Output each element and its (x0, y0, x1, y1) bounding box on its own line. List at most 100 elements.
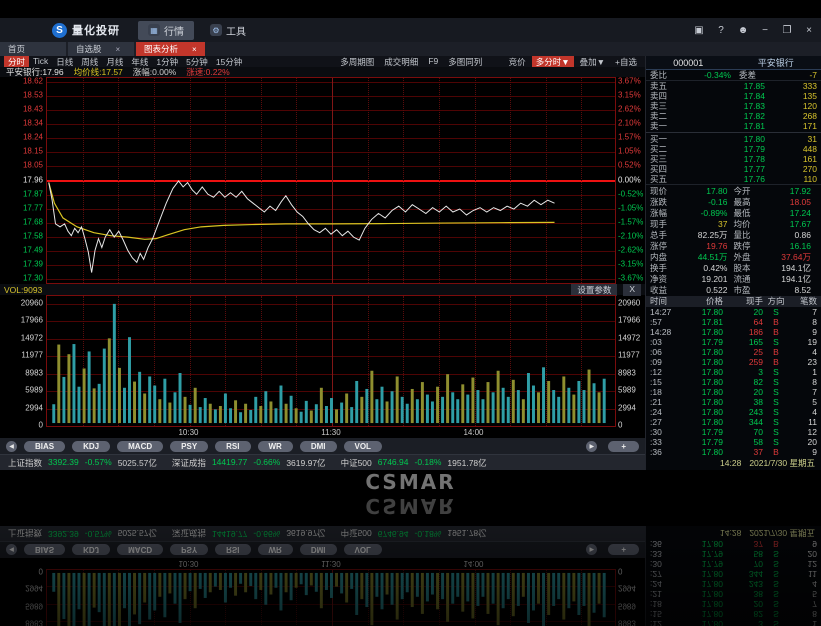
transaction-row[interactable]: :15 17.80 82 S 8 (650, 376, 817, 387)
bid-row[interactable]: 买一 17.80 31 (650, 133, 817, 144)
ask-row[interactable]: 卖一 17.81 171 (650, 121, 817, 132)
transaction-row[interactable]: :21 17.80 38 S 5 (650, 396, 817, 407)
average-price-line (48, 182, 555, 240)
tab-close-icon[interactable]: × (115, 44, 121, 54)
index-上证指数[interactable]: 上证指数 3392.39 -0.57% 5025.57亿 (8, 456, 157, 468)
link-多图同列[interactable]: 多图同列 (448, 56, 483, 67)
menu-item-行情[interactable]: ▦ 行情 (138, 20, 194, 40)
link-多周期图[interactable]: 多周期图 (340, 56, 375, 67)
scroll-left-icon[interactable]: ◀ (6, 440, 17, 452)
tab-bar: 首页 自选股 × 图表分析 × (0, 42, 821, 56)
transaction-row[interactable]: :36 17.80 37 B 9 (650, 446, 817, 457)
period-周线[interactable]: 周线 (81, 56, 99, 67)
price-tick: 17.87 (22, 189, 43, 199)
transaction-row[interactable]: :57 17.81 64 B 8 (650, 316, 817, 327)
transaction-row[interactable]: :24 17.80 243 S 4 (650, 406, 817, 417)
ask-row[interactable]: 卖五 17.85 333 (650, 81, 817, 92)
volume-bar (547, 380, 551, 424)
indicator-dmi[interactable]: DMI (299, 440, 337, 452)
volume-bar (466, 394, 470, 424)
indicator-kdj[interactable]: KDJ (72, 440, 111, 452)
bid-row[interactable]: 买三 17.78 161 (650, 153, 817, 164)
transaction-row[interactable]: :03 17.79 165 S 19 (650, 336, 817, 347)
tab-首页[interactable]: 首页 (0, 42, 66, 56)
transaction-row[interactable]: 14:27 17.80 20 S 7 (650, 306, 817, 317)
period-日线[interactable]: 日线 (56, 56, 74, 67)
indicator-wr[interactable]: WR (257, 440, 293, 452)
restore-icon[interactable]: ❐ (782, 24, 792, 36)
h-gridline (47, 304, 615, 305)
close-icon[interactable]: × (806, 24, 812, 36)
period-15分钟[interactable]: 15分钟 (215, 56, 243, 67)
add-indicator-button[interactable]: + (608, 440, 639, 452)
period-1分钟[interactable]: 1分钟 (156, 56, 179, 67)
volume-plot[interactable] (46, 295, 616, 427)
ask-row[interactable]: 卖四 17.84 135 (650, 91, 817, 102)
transaction-row[interactable]: :27 17.80 344 S 11 (650, 416, 817, 427)
bid-row[interactable]: 买四 17.77 270 (650, 163, 817, 174)
multi-minute-dropdown[interactable]: 多分时▼ (531, 55, 574, 68)
transaction-row[interactable]: :30 17.79 70 S 12 (650, 426, 817, 437)
tab-close-icon[interactable]: × (192, 44, 197, 54)
chart-pane: 分时 Tick 日线 周线 月线 年线 1分钟 5分钟 15分钟 多周期图 成交明细 F9 多图同列 … (0, 55, 645, 470)
overlay-dropdown[interactable]: 叠加▼ (579, 56, 606, 67)
auction-button[interactable]: 竞价 (508, 56, 526, 67)
link-F9[interactable]: F9 (428, 55, 439, 66)
tab-图表分析[interactable]: 图表分析 × (136, 42, 205, 56)
ask-row[interactable]: 卖三 17.83 120 (650, 101, 817, 112)
pct-tick: -0.52% (618, 189, 644, 199)
intraday-chart-row: 18.62 18.53 18.43 18.34 18.24 18.15 18.05 17.96… (0, 77, 645, 284)
transaction-row[interactable]: :18 17.80 20 S 7 (650, 386, 817, 397)
settings-params-button[interactable]: 设置参数 (571, 283, 618, 296)
indicator-vol[interactable]: VOL (343, 440, 382, 452)
index-深证成指[interactable]: 深证成指 14419.77 -0.66% 3619.97亿 (171, 456, 326, 468)
indicator-macd[interactable]: MACD (117, 440, 164, 452)
period-Tick[interactable]: Tick (33, 55, 49, 66)
transaction-row[interactable]: :12 17.80 3 S 1 (650, 366, 817, 377)
index-status-bar: 上证指数 3392.39 -0.57% 5025.57亿 深证成指 14419.77 -0.… (0, 454, 645, 470)
index-中证500[interactable]: 中证500 6746.94 -0.18% 1951.78亿 (340, 456, 487, 468)
minimize-icon[interactable]: − (762, 24, 768, 36)
volume-bar (425, 394, 429, 424)
price-tick: 17.30 (22, 273, 43, 283)
add-watchlist-button[interactable]: +自选 (615, 56, 637, 67)
scroll-right-icon[interactable]: ▶ (586, 440, 598, 452)
bid-row[interactable]: 买二 17.79 448 (650, 143, 817, 154)
volume-bar (385, 401, 389, 424)
v-gridline (545, 296, 547, 426)
menu-item-工具[interactable]: ⚙ 工具 (200, 21, 256, 40)
close-pane-button[interactable]: X (623, 283, 641, 296)
transaction-row[interactable]: :09 17.80 259 B 23 (650, 356, 817, 367)
transaction-row[interactable]: :33 17.79 58 S 20 (650, 436, 817, 447)
title-bar: S 量化投研 ▦ 行情 ⚙ 工具 ▣? ☻ − ❐ × (0, 18, 821, 42)
v-gridline (474, 78, 476, 283)
intraday-price-plot[interactable] (46, 77, 616, 284)
ask-row[interactable]: 卖二 17.82 268 (650, 111, 817, 122)
weicha-label: 委差 (739, 70, 757, 81)
period-5分钟[interactable]: 5分钟 (186, 56, 208, 67)
volume-bar (537, 392, 540, 424)
volume-bar (138, 371, 142, 424)
skin-icon[interactable]: ▣ (694, 24, 704, 36)
window-controls: ▣? ☻ − ❐ × (693, 25, 815, 36)
vol-tick-right: 8983 (618, 368, 636, 378)
pct-tick: 2.62% (618, 104, 641, 114)
bid-row[interactable]: 买五 17.76 110 (650, 173, 817, 184)
volume-bar (330, 398, 333, 424)
period-月线[interactable]: 月线 (106, 56, 124, 67)
transaction-row[interactable]: 14:28 17.80 186 B 9 (650, 326, 817, 337)
tab-自选股[interactable]: 自选股 × (68, 42, 134, 56)
indicator-rsi[interactable]: RSI (215, 440, 251, 452)
period-分时[interactable]: 分时 (4, 55, 30, 68)
period-年线[interactable]: 年线 (131, 56, 149, 67)
volume-bar (218, 406, 222, 424)
help-icon[interactable]: ? (718, 24, 724, 36)
indicator-psy[interactable]: PSY (170, 440, 209, 452)
transaction-row[interactable]: :06 17.80 25 B 4 (650, 346, 817, 357)
link-成交明细[interactable]: 成交明细 (384, 56, 419, 67)
indicator-bias[interactable]: BIAS (24, 440, 66, 452)
v-gridline (153, 78, 155, 283)
h-gridline (47, 124, 615, 126)
quote-panel-header: 000001 平安银行 (646, 56, 821, 71)
user-icon[interactable]: ☻ (737, 24, 749, 36)
